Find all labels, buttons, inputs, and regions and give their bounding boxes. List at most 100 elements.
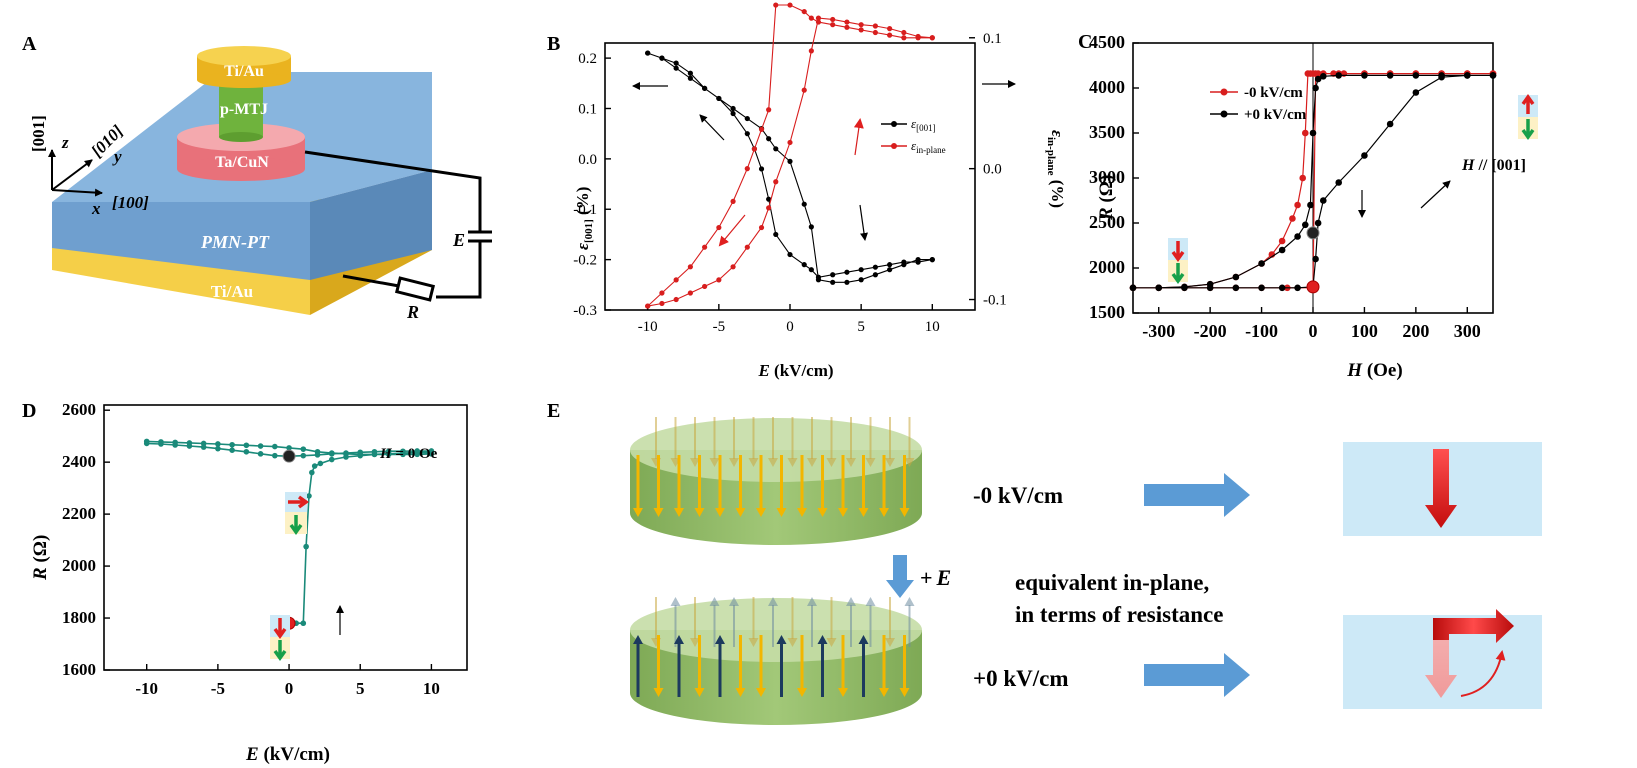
chart-b-ylabel-right: εin-plane (%) [1045, 130, 1067, 208]
chartD-ytick-label: 2000 [62, 556, 96, 575]
chartB-series-0-point [702, 85, 708, 91]
chartB-series-1-point [929, 35, 935, 41]
chartB-series-0-point [687, 70, 693, 76]
diskBottomArrows-front-arrow-head [756, 688, 766, 697]
legend-c-text-2: +0 kV/cm [1244, 107, 1307, 123]
chartB-series-1-point [830, 22, 836, 28]
diskTopArrows-back-arrow-head [826, 458, 837, 467]
right-arrow-blue-icon-bottom [1144, 653, 1250, 697]
chart-c-legend: -0 kV/cm +0 kV/cm [1210, 85, 1307, 123]
diskTopArrows-front-arrow-head [858, 508, 869, 517]
diskBottomArrows-front-arrow-head [879, 688, 889, 697]
panel-d-label: D [22, 400, 36, 422]
panel-e-label: E [547, 400, 560, 422]
chartB-series-1-point [659, 290, 665, 296]
diskBottomArrows-front-arrow-head [797, 688, 807, 697]
label-mtj: p-MTJ [220, 101, 268, 118]
chartB-series-1-point [687, 290, 693, 296]
chartC-series-1-point [1206, 284, 1214, 292]
equivalence-line-1: equivalent in-plane, [1015, 570, 1209, 595]
disk-bottom-arrows [633, 597, 915, 697]
chartC-series-1-point [1278, 284, 1286, 292]
up-arrow-red-icon [1521, 93, 1535, 114]
chartC-series-1-point [1314, 75, 1322, 83]
chartB-series-1-point [887, 26, 893, 32]
chartB-series-1-point [901, 29, 907, 36]
mtj-pillar-bottom [219, 132, 263, 142]
chartC-series-1-point [1307, 201, 1314, 209]
diskBottomArrows-back-arrow-head [807, 597, 817, 606]
disk-top [630, 417, 922, 545]
equivalence-line-2: in terms of resistance [1015, 602, 1223, 627]
chart-c-ylabel: R (Ω) [1096, 175, 1117, 221]
diskTopArrows-back-arrow-head [807, 458, 817, 467]
chartB-ytick-label: 0.2 [578, 51, 597, 67]
down-arrow-red-icon [273, 618, 287, 640]
state-label-bottom: +0 kV/cm [973, 666, 1069, 691]
chartD-series-0-point [306, 493, 312, 499]
diskBottomArrows-front-arrow-head [817, 635, 828, 644]
chartD-series-0-point [328, 456, 335, 463]
chartC-series-1-point [1361, 152, 1368, 159]
diskBottomArrows-back-arrow-head [885, 638, 895, 647]
state-icon-inplane [285, 492, 310, 536]
axis-x-label: x [91, 199, 101, 218]
field-label: + E [920, 565, 951, 590]
chartD-series-0-point [385, 448, 392, 455]
chartB-series-0-point [830, 272, 836, 278]
chart-b-xlabel: E (kV/cm) [757, 361, 833, 380]
chartB-series-1-line [647, 4, 933, 307]
chartB-series-1-point [787, 139, 793, 146]
chartB-series-1-point [687, 264, 693, 270]
chartD-xtick-label: -10 [135, 679, 158, 698]
chartD-series-0-point [300, 452, 307, 459]
label-substrate: PMN-PT [200, 232, 270, 252]
chart-d-xlabel: E (kV/cm) [245, 744, 330, 765]
chartB-series-1-point [773, 179, 779, 185]
diskTopArrows-front-arrow-head [715, 508, 725, 517]
chartC-series-0-point [1299, 174, 1307, 182]
state-icon-parallel [1518, 93, 1538, 141]
chartB-series-0-point [929, 257, 935, 263]
chartC-xtick-label: 0 [1309, 321, 1318, 341]
chartC-series-1-point [1361, 72, 1368, 79]
chartB-series-1-point [787, 2, 793, 8]
axis-y-arrow [51, 159, 93, 191]
chartB-series-1-point [744, 244, 750, 250]
down-arrow-green-icon [1171, 263, 1185, 285]
chartB-series-1-point [887, 32, 893, 38]
sweep-arrow-4 [853, 118, 864, 156]
chartB-series-0-point [872, 272, 878, 278]
chartC-series-1-point [1319, 73, 1327, 80]
diskTopArrows-front-arrow-head [817, 508, 828, 517]
chartD-series-0-point [428, 448, 435, 454]
chartB-series-0-point [716, 95, 722, 102]
diskTopArrows-front-arrow-head [838, 508, 848, 517]
chartC-series-1-point [1335, 72, 1343, 79]
chart-c-sweep-arrow-1 [1420, 180, 1451, 209]
chartB-series-1-point [901, 35, 907, 41]
diskTopArrows-front-arrow-head [899, 508, 910, 517]
diskBottomArrows-front-arrow-head [858, 635, 869, 644]
chartC-series-1-point [1412, 89, 1420, 96]
chartB-series-0-point [730, 105, 736, 112]
chart-c: -300 -200 -100 0 100 200 300 1500 2000 2500 3000 35… [1089, 32, 1497, 341]
chartD-series-0-point [357, 449, 364, 456]
chartC-xtick-label: 200 [1402, 321, 1429, 341]
chartB-series-1-point [808, 15, 814, 21]
down-arrow-red-icon [1171, 241, 1185, 263]
diskTopArrows-front-arrow-head [735, 508, 746, 517]
chart-c-start-marker-black [1306, 226, 1320, 240]
axis-z-label: z [61, 133, 69, 152]
chartB-series-1-point [830, 16, 836, 23]
chartB-series-1-point [815, 19, 822, 25]
chartB-series-1-point [773, 2, 779, 8]
chartD-series-0-point [229, 441, 235, 448]
diskTopArrows-back-arrow-head [885, 458, 895, 467]
axis-y-label: y [112, 147, 122, 166]
diskBottomArrows-front-arrow-head [838, 688, 848, 697]
diskTopArrows-front-arrow-head [756, 508, 766, 517]
chartC-ytick-label: 3500 [1089, 122, 1125, 142]
chartB-xtick-label: -5 [713, 319, 726, 335]
